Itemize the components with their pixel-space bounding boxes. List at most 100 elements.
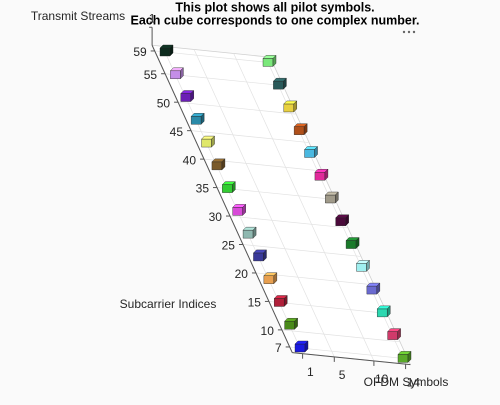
cube-side	[272, 54, 277, 67]
cube-front	[356, 263, 367, 272]
grid-line	[233, 53, 375, 362]
grid-line	[242, 244, 362, 257]
cube-front	[222, 184, 233, 193]
cube	[294, 340, 309, 353]
y-tick-label: 40	[183, 153, 197, 167]
cube-side	[169, 44, 174, 57]
cube	[376, 305, 391, 318]
cube	[180, 90, 195, 103]
grid-line	[229, 215, 349, 229]
y-tick-label: 25	[222, 239, 236, 253]
cube-front	[253, 252, 264, 262]
cube-front	[345, 240, 357, 249]
x-tick-label: 5	[339, 368, 346, 382]
cube-side	[242, 203, 246, 216]
grid-line	[268, 301, 388, 314]
x-tick-label: 14	[407, 375, 421, 389]
cube-front	[211, 161, 223, 171]
cube	[221, 181, 236, 194]
grid-line	[216, 187, 336, 200]
y-tick-label: 45	[170, 125, 184, 139]
cube-side	[283, 77, 287, 90]
chart-title: Each cube corresponds to one complex num…	[131, 13, 420, 27]
grid-line	[191, 130, 310, 143]
cube-front	[180, 93, 191, 102]
z-axis-label: Transmit Streams	[31, 9, 125, 23]
cube	[232, 203, 247, 216]
cube-front	[201, 138, 212, 148]
cube	[345, 237, 360, 250]
y-tick-label: 35	[196, 182, 210, 196]
cube-front	[314, 172, 326, 181]
cube	[272, 77, 287, 90]
cube-side	[190, 90, 194, 103]
x-axis	[292, 352, 411, 366]
cube	[355, 259, 370, 272]
cube-side	[284, 294, 288, 307]
cube-side	[324, 168, 329, 181]
cube-side	[273, 272, 278, 285]
cube-front	[262, 58, 274, 67]
cube-side	[366, 259, 370, 272]
cube-front	[190, 116, 202, 125]
cube	[190, 112, 205, 125]
cube-side	[294, 317, 298, 330]
y-axis	[151, 45, 293, 353]
cube	[304, 145, 319, 158]
menu-icon[interactable]	[402, 30, 416, 34]
cube-side	[252, 226, 257, 239]
cube-front	[232, 207, 243, 216]
y-tick-label: 15	[248, 296, 262, 310]
grid-line	[289, 346, 408, 360]
cube-front	[397, 354, 409, 363]
chart-title: This plot shows all pilot symbols.	[175, 0, 374, 14]
cube-front	[293, 126, 305, 135]
cube-front	[387, 331, 398, 340]
cube	[284, 317, 299, 330]
cube-side	[263, 249, 267, 262]
cube	[169, 67, 184, 80]
cube-front	[335, 217, 346, 226]
y-tick-label: 50	[157, 96, 171, 110]
y-tick-label: 30	[209, 210, 223, 224]
cube	[314, 168, 329, 181]
cube-side	[303, 123, 308, 136]
cube-front	[170, 70, 181, 79]
cube-side	[397, 328, 401, 341]
cube-side	[304, 340, 309, 353]
cube	[263, 272, 278, 285]
grid-line	[165, 73, 284, 86]
y-tick-label: 20	[235, 267, 249, 281]
cube-side	[376, 282, 381, 295]
grid-line	[178, 101, 297, 115]
cube-side	[221, 158, 226, 171]
cube	[252, 249, 267, 262]
cube-front	[304, 149, 315, 158]
cube	[397, 350, 412, 363]
x-axis-label: OFDM Symbols	[364, 375, 449, 389]
cube-front	[284, 321, 295, 330]
cube	[324, 191, 339, 204]
cube-side	[200, 112, 205, 125]
cube	[159, 44, 174, 57]
cube-side	[387, 305, 391, 318]
y-tick-label: 7	[275, 341, 282, 355]
cube	[366, 282, 381, 295]
cube-side	[180, 67, 184, 80]
cube	[242, 226, 257, 239]
grid-line	[193, 49, 335, 358]
cube-side	[293, 100, 297, 113]
cube-front	[294, 343, 306, 353]
cube	[262, 54, 277, 67]
y-tick-label: 55	[144, 68, 158, 82]
cube	[273, 294, 288, 307]
x-tick-label: 10	[375, 372, 389, 386]
x-tick-label: 1	[307, 365, 314, 379]
cube	[211, 158, 226, 171]
y-axis-label: Subcarrier Indices	[120, 297, 217, 311]
cube-front	[263, 275, 275, 284]
cube-front	[283, 103, 294, 113]
z-tick-label: 1	[149, 11, 156, 25]
cube-front	[273, 80, 284, 90]
cube	[387, 328, 402, 341]
